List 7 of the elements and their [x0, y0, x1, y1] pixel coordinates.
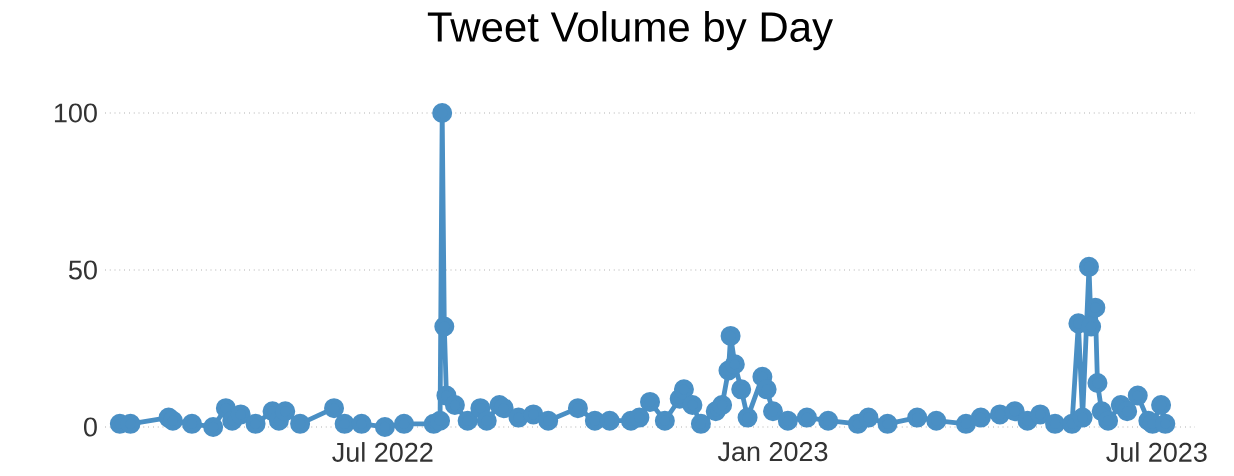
chart-title: Tweet Volume by Day	[427, 11, 833, 51]
y-tick-label: 0	[83, 417, 97, 437]
y-tick-label: 50	[68, 260, 97, 280]
x-tick-label: Jul 2023	[1106, 442, 1207, 462]
x-tick-label: Jul 2022	[332, 442, 433, 462]
y-tick-label: 100	[54, 103, 97, 123]
x-tick-label: Jan 2023	[717, 442, 828, 462]
